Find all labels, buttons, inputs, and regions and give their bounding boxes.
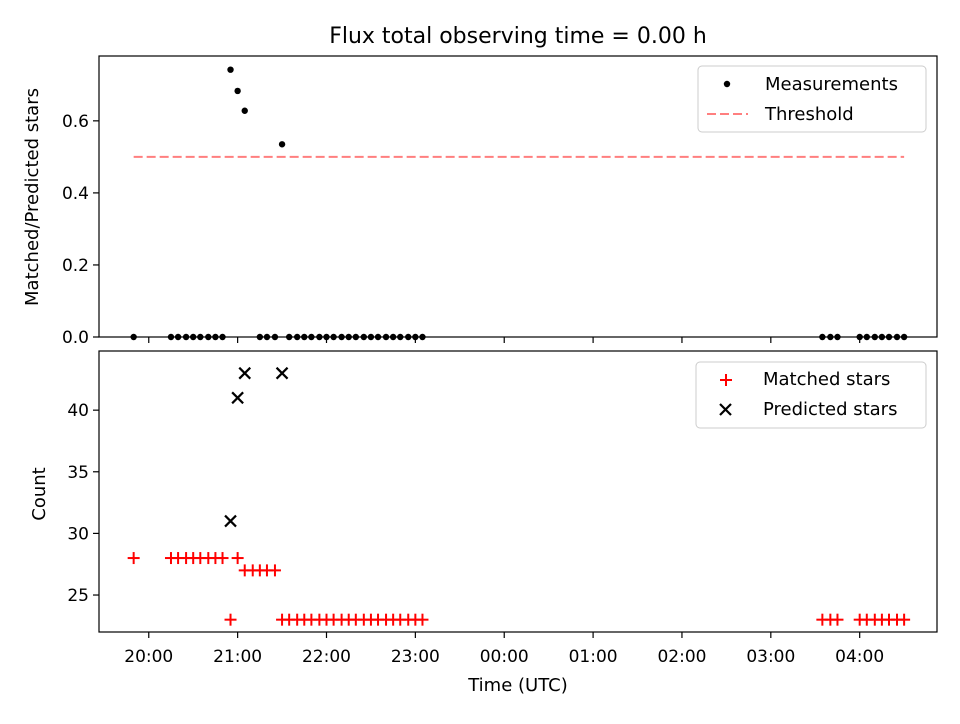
matched-stars-point [416,613,429,626]
measurement-point [278,141,286,148]
count-panel-marks [127,366,911,626]
y-tick-label: 40 [67,401,89,421]
x-tick-label: 22:00 [302,647,351,667]
ratio-panel-y-ticks: 0.0 0.2 0.4 0.6 [62,112,99,348]
x-tick-label: 20:00 [124,647,173,667]
x-tick-label: 01:00 [569,647,618,667]
measurements-legend-label: Measurements [765,74,898,95]
measurement-point [227,66,234,73]
y-tick-label: 0.0 [62,328,89,348]
x-tick-label: 04:00 [835,647,884,667]
measurement-point [241,107,248,114]
x-tick-label: 21:00 [213,647,262,667]
x-axis-label: Time (UTC) [467,675,568,696]
predicted-stars-legend-label: Predicted stars [763,399,897,420]
predicted-stars-point [275,366,289,380]
y-tick-label: 0.4 [62,184,89,204]
predicted-stars-point [238,366,252,380]
matched-stars-point [216,552,229,565]
matched-stars-point [831,613,844,626]
threshold-legend-label: Threshold [764,104,854,125]
y-tick-label: 0.6 [62,112,89,132]
x-tick-label: 02:00 [657,647,706,667]
matched-stars-point [898,613,911,626]
y-tick-label: 30 [67,524,89,544]
predicted-stars-legend-marker [719,403,732,416]
y-tick-label: 25 [67,586,89,606]
predicted-stars-point [224,514,237,528]
y-tick-label: 35 [67,463,89,483]
x-tick-label: 03:00 [746,647,795,667]
matched-stars-point [127,552,140,565]
count-panel: 25 30 35 40 20:00 21:00 22:00 23:00 00:00 01:00 0… [29,350,938,696]
x-tick-label: 23:00 [391,647,440,667]
measurement-point [234,87,241,95]
count-legend-box [695,361,927,429]
count-panel-frame [98,350,938,633]
chart-title: Flux total observing time = 0.00 h [329,24,707,49]
ratio-legend-box [697,65,927,133]
ratio-legend: Measurements Threshold [697,65,927,133]
matched-stars-point [224,613,237,626]
predicted-stars-point [231,391,244,405]
measurements-legend-marker [723,80,731,88]
ratio-panel-x-ticks [148,337,861,343]
count-panel-y-label: Count [29,467,50,520]
count-panel-x-ticks: 20:00 21:00 22:00 23:00 00:00 01:00 02:00 03:00… [124,632,884,667]
matched-stars-legend-marker [720,374,732,386]
matched-stars-legend-label: Matched stars [763,369,890,390]
count-legend: Matched stars Predicted stars [695,361,927,429]
y-tick-label: 0.2 [62,256,89,276]
matched-stars-point [231,552,244,565]
matched-stars-point [268,564,281,577]
ratio-panel: 0.0 0.2 0.4 0.6 Matched/Predicted stars Mea… [22,55,938,348]
ratio-panel-y-label: Matched/Predicted stars [22,88,43,306]
ratio-panel-frame [98,55,938,338]
count-panel-y-ticks: 25 30 35 40 [67,401,99,606]
x-tick-label: 00:00 [480,647,529,667]
